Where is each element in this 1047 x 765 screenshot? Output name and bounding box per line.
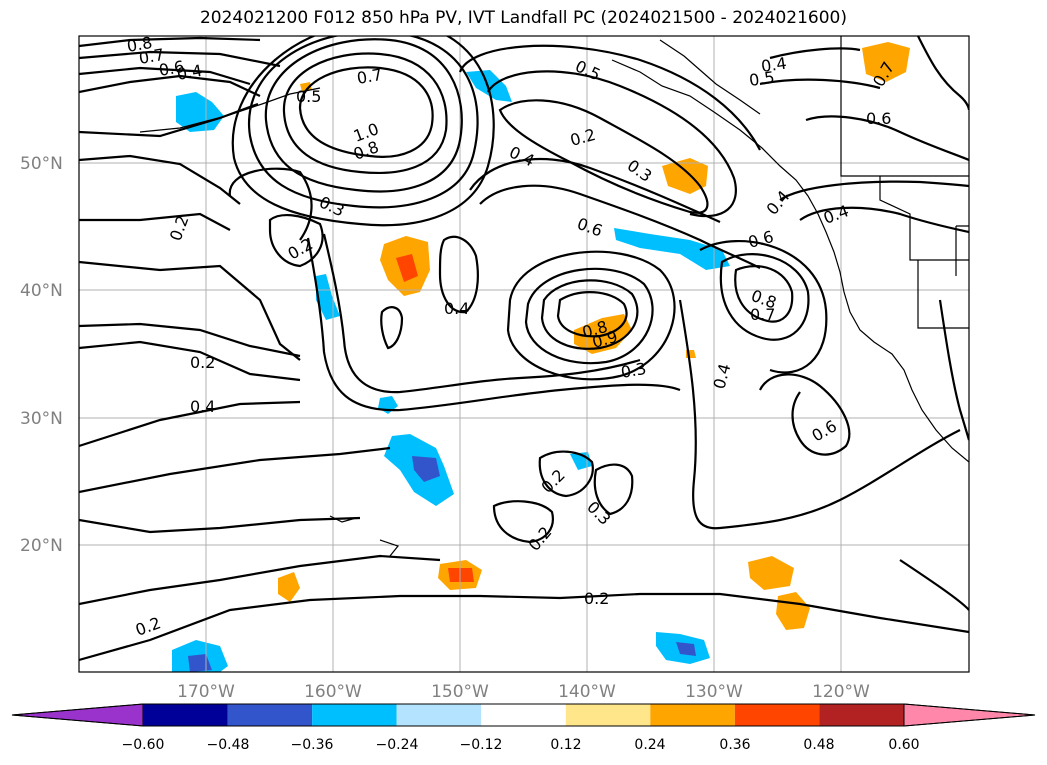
colorbar-tick-label: −0.60 — [122, 737, 165, 753]
neg-patch — [316, 274, 340, 320]
pos-patch — [278, 572, 300, 602]
colorbar-tick-label: −0.36 — [291, 737, 334, 753]
pos-patch — [862, 42, 910, 82]
colorbar-segment — [227, 704, 313, 726]
neg-patch — [466, 70, 512, 102]
longitude-labels: 170°W 160°W 150°W 140°W 130°W 120°W — [177, 682, 870, 702]
lon-label: 130°W — [685, 682, 743, 702]
map-title: 2024021200 F012 850 hPa PV, IVT Landfall… — [199, 8, 847, 28]
contour-label: 0.5 — [296, 87, 321, 106]
colorbar-segment — [312, 704, 397, 726]
contour-label: 0.7 — [137, 45, 165, 68]
colorbar-tick-label: 0.60 — [888, 737, 919, 753]
colorbar-extend-high — [903, 703, 1036, 727]
neg-patch — [614, 228, 730, 270]
neg-patch — [176, 92, 224, 132]
lon-label: 140°W — [558, 682, 616, 702]
pv-contours — [79, 36, 969, 662]
lon-label: 170°W — [177, 682, 235, 702]
contour-label: 0.4 — [444, 299, 469, 318]
contour-label: 0.7 — [355, 65, 383, 88]
colorbar-ticks: −0.60 −0.48 −0.36 −0.24 −0.12 0.12 0.24 … — [122, 737, 920, 753]
colorbar-segment — [481, 704, 566, 726]
colorbar-tick-label: −0.12 — [460, 737, 503, 753]
neg-patch — [412, 456, 440, 482]
pos-patch — [574, 314, 632, 354]
contour-label: 0.6 — [157, 57, 185, 80]
map-area: 0.8 0.7 0.6 0.4 0.5 0.7 1.0 0.8 0.5 0.2 … — [79, 33, 969, 672]
colorbar-tick-label: −0.24 — [376, 737, 419, 753]
lat-label: 50°N — [20, 154, 63, 174]
lon-label: 160°W — [304, 682, 362, 702]
contour-label: 0.5 — [748, 68, 776, 90]
colorbar — [11, 703, 1036, 727]
contour-label: 0.7 — [750, 305, 775, 324]
pos-patch — [396, 254, 418, 282]
lat-label: 30°N — [20, 409, 63, 429]
lon-label: 150°W — [431, 682, 489, 702]
colorbar-segment — [734, 704, 820, 726]
pos-patch — [448, 568, 474, 582]
colorbar-tick-label: 0.36 — [719, 737, 750, 753]
contour-label: 0.4 — [175, 61, 203, 84]
colorbar-tick-label: 0.24 — [634, 737, 665, 753]
colorbar-segment — [565, 704, 651, 726]
lat-label: 40°N — [20, 281, 63, 301]
pos-patch — [748, 556, 794, 590]
latitude-labels: 50°N 40°N 30°N 20°N — [20, 154, 63, 556]
graticule — [79, 36, 969, 672]
contour-label: 0.2 — [190, 353, 215, 372]
colorbar-segment — [143, 704, 228, 726]
colorbar-tick-label: 0.48 — [803, 737, 834, 753]
colorbar-tick-label: 0.12 — [550, 737, 581, 753]
contour-label: 0.8 — [125, 33, 153, 56]
pos-patch — [300, 82, 312, 92]
contour-label: 0.4 — [190, 397, 215, 416]
contour-label: 0.2 — [584, 589, 609, 608]
colorbar-segment — [396, 704, 482, 726]
colorbar-segment — [819, 704, 904, 726]
contour-label: 0.3 — [619, 359, 647, 382]
contour-label: 0.4 — [760, 54, 788, 76]
neg-patch — [676, 642, 696, 656]
colorbar-segment — [650, 704, 735, 726]
colorbar-tick-label: −0.48 — [207, 737, 250, 753]
colorbar-frame — [11, 703, 1036, 727]
lon-label: 120°W — [812, 682, 870, 702]
map-frame — [78, 35, 970, 673]
colorbar-extend-low — [11, 703, 144, 727]
pos-patch — [662, 158, 708, 194]
lat-label: 20°N — [20, 536, 63, 556]
contour-label: 0.6 — [866, 109, 891, 128]
